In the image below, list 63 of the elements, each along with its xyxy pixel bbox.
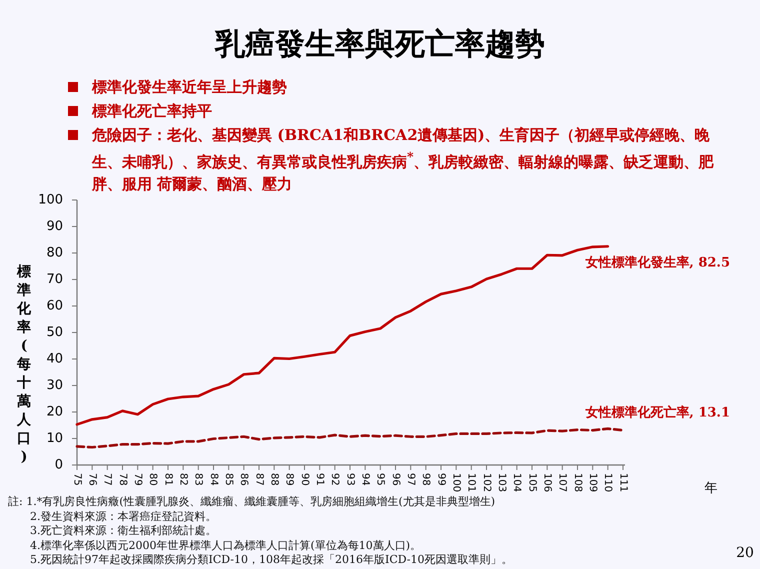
x-tick-label: 108 (572, 473, 583, 492)
x-tick-label: 84 (208, 473, 219, 486)
x-tick-label: 76 (86, 473, 98, 486)
x-tick-label: 104 (511, 473, 522, 492)
x-tick-label: 93 (344, 473, 356, 486)
x-tick-label: 96 (390, 473, 401, 486)
y-tick-label: 70 (46, 272, 63, 288)
text: 5.死因統計97年起改採國際疾病分類ICD-10，108年起改採「2016年版ICD-10死因選取準則」。 (30, 553, 512, 567)
x-tick-label: 109 (586, 473, 598, 492)
x-tick-label: 78 (116, 473, 128, 486)
x-tick-label: 106 (541, 473, 552, 492)
x-tick-label: 91 (314, 473, 325, 486)
annotation: 女性標準化死亡率, 13.1 (584, 404, 730, 420)
y-tick-label: 50 (46, 325, 63, 340)
x-tick-label: 107 (556, 473, 568, 492)
y-tick-label: 80 (46, 246, 63, 261)
y-tick-label: 20 (46, 404, 63, 420)
x-tick-label: 99 (435, 473, 446, 486)
x-tick-label: 105 (526, 473, 538, 492)
x-tick-label: 80 (147, 473, 158, 486)
x-tick-label: 90 (298, 473, 310, 486)
y-tick-label: 30 (46, 378, 63, 394)
x-tick-label: 85 (222, 473, 234, 486)
y-tick-label: 60 (46, 298, 63, 314)
text: 20 (736, 545, 754, 561)
x-tick-label: 95 (374, 473, 386, 486)
y-tick-label: 10 (46, 431, 63, 446)
text: 年 (704, 481, 718, 496)
text: 標準化發生率近年呈上升趨勢 (92, 77, 288, 98)
y-tick-label: 90 (46, 219, 63, 234)
x-tick-label: 82 (177, 473, 188, 486)
line-series (76, 427, 624, 449)
x-tick-label: 81 (162, 473, 174, 486)
x-tick-label: 101 (466, 473, 477, 492)
x-tick-label: 103 (496, 473, 507, 492)
y-tick-label: 0 (54, 458, 63, 473)
x-tick-label: 86 (238, 473, 250, 486)
x-tick-label: 94 (359, 473, 370, 486)
text: 4.標準化率係以西元2000年世界標準人口為標準人口計算(單位為每10萬人口)。 (30, 538, 422, 552)
text: 2.發生資料來源：本署癌症登記資料。 (30, 510, 216, 524)
x-tick-label: 79 (132, 473, 143, 486)
x-tick-label: 110 (602, 473, 614, 492)
x-tick-label: 92 (329, 473, 340, 486)
x-tick-label: 75 (71, 473, 82, 486)
text: 3.死亡資料來源：衛生福利部統計處。 (30, 524, 216, 538)
text: 標準化率(每十萬人口) (17, 264, 31, 465)
y-tick-label: 100 (38, 192, 63, 208)
x-tick-label: 88 (268, 473, 280, 486)
x-tick-label: 100 (450, 473, 462, 492)
annotation: 女性標準化發生率, 82.5 (584, 254, 730, 270)
x-tick-label: 98 (420, 473, 432, 486)
x-tick-label: 89 (284, 473, 295, 486)
x-tick-label: 83 (192, 473, 204, 486)
x-tick-label: 111 (617, 473, 628, 492)
chart-title: 乳癌發生率與死亡率趨勢 (214, 27, 545, 62)
y-tick-label: 40 (46, 352, 63, 367)
text: 註: 1.*有乳房良性病癥(性囊腫乳腺炎、纖維瘤、纖維囊腫等、乳房細胞組織增生(尤其是非典型增生) (8, 495, 496, 509)
x-tick-label: 87 (253, 473, 264, 486)
x-tick-label: 97 (404, 473, 416, 486)
text: 標準化死亡率持平 (92, 101, 213, 122)
text: 危險因子：老化、基因變異 (BRCA1和BRCA2遺傳基因)、生育因子（初經早或停經晚、晚生、未哺乳）、家族史、有異常或良性乳房疾病$^{*}$、乳房較緻密、輻射線的曝露、缺乏運動、肥胖、服用 荷爾蒙、酗酒、壓力 (92, 126, 714, 193)
x-tick-label: 102 (480, 473, 492, 492)
x-tick-label: 77 (102, 473, 113, 486)
